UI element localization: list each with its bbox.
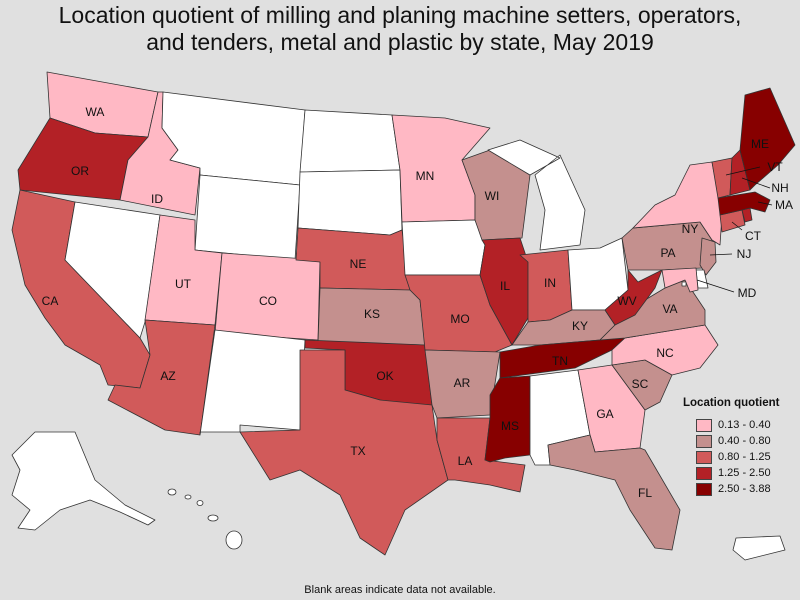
label-la: LA — [458, 454, 473, 468]
legend: Location quotient 0.13 - 0.40 0.40 - 0.8… — [683, 397, 799, 497]
label-wi: WI — [485, 189, 500, 203]
label-wa: WA — [86, 105, 105, 119]
state-me[interactable] — [739, 87, 796, 191]
label-co: CO — [259, 294, 277, 308]
state-wy[interactable] — [194, 174, 301, 261]
state-md[interactable] — [661, 267, 699, 293]
label-fl: FL — [638, 486, 652, 500]
legend-swatch — [696, 418, 712, 432]
label-or: OR — [71, 164, 89, 178]
label-nc: NC — [656, 346, 674, 360]
label-ct: CT — [745, 229, 762, 243]
label-tx: TX — [350, 444, 365, 458]
state-hi[interactable] — [167, 488, 243, 550]
label-ne: NE — [350, 257, 367, 271]
state-fl[interactable] — [547, 434, 681, 551]
state-dc[interactable] — [681, 281, 687, 287]
label-wv: WV — [617, 294, 636, 308]
state-ak[interactable] — [11, 431, 156, 531]
label-mn: MN — [416, 169, 435, 183]
legend-title: Location quotient — [683, 397, 780, 409]
label-il: IL — [500, 279, 510, 293]
legend-label: 0.13 - 0.40 — [718, 419, 771, 431]
label-pa: PA — [660, 246, 675, 260]
legend-swatch — [696, 434, 712, 448]
leader-nh — [741, 177, 771, 189]
label-ar: AR — [454, 376, 471, 390]
state-nj[interactable] — [699, 237, 717, 276]
leader-ct — [731, 221, 743, 231]
label-ma: MA — [775, 198, 793, 212]
label-ky: KY — [572, 319, 588, 333]
legend-swatch — [696, 482, 712, 496]
map-title: Location quotient of milling and planing… — [0, 2, 800, 56]
legend-label: 1.25 - 2.50 — [718, 467, 771, 479]
label-ms: MS — [501, 419, 519, 433]
legend-label: 0.80 - 1.25 — [718, 451, 771, 463]
leader-nj — [709, 253, 733, 256]
label-nh: NH — [771, 181, 788, 195]
label-ca: CA — [42, 294, 59, 308]
state-ma[interactable] — [717, 191, 771, 216]
state-nv[interactable] — [64, 201, 161, 339]
legend-label: 0.40 - 0.80 — [718, 435, 771, 447]
state-sd[interactable] — [297, 169, 403, 236]
legend-swatch — [696, 450, 712, 464]
leader-md — [696, 279, 735, 293]
label-tn: TN — [552, 354, 568, 368]
legend-label: 2.50 - 3.88 — [718, 483, 771, 495]
label-az: AZ — [160, 369, 175, 383]
label-sc: SC — [632, 377, 649, 391]
legend-item: 0.13 - 0.40 — [683, 417, 799, 433]
legend-item: 1.25 - 2.50 — [683, 465, 799, 481]
label-vt: VT — [767, 160, 783, 174]
label-nj: NJ — [737, 247, 752, 261]
footnote: Blank areas indicate data not available. — [304, 584, 496, 596]
label-ut: UT — [175, 277, 192, 291]
legend-item: 2.50 - 3.88 — [683, 481, 799, 497]
map-title-line-2: and tenders, metal and plastic by state,… — [146, 29, 654, 55]
label-ga: GA — [596, 407, 613, 421]
label-va: VA — [662, 302, 677, 316]
state-mi[interactable] — [487, 139, 586, 251]
legend-item: 0.40 - 0.80 — [683, 433, 799, 449]
state-pr[interactable] — [732, 535, 786, 561]
label-ks: KS — [364, 307, 380, 321]
state-tx[interactable] — [239, 349, 449, 556]
label-in: IN — [544, 276, 556, 290]
label-md: MD — [738, 286, 757, 300]
state-ar[interactable] — [424, 349, 501, 419]
label-ok: OK — [376, 369, 393, 383]
leader-ma — [757, 201, 773, 206]
state-az[interactable] — [107, 319, 216, 436]
legend-item: 0.80 - 1.25 — [683, 449, 799, 465]
label-ny: NY — [682, 222, 699, 236]
label-mo: MO — [450, 312, 469, 326]
state-nd[interactable] — [299, 109, 401, 173]
label-id: ID — [151, 192, 163, 206]
map-title-line-1: Location quotient of milling and planing… — [58, 2, 742, 28]
state-ia[interactable] — [401, 219, 486, 276]
state-nm[interactable] — [199, 329, 306, 436]
leader-vt — [725, 166, 761, 176]
label-me: ME — [751, 137, 769, 151]
legend-swatch — [696, 466, 712, 480]
